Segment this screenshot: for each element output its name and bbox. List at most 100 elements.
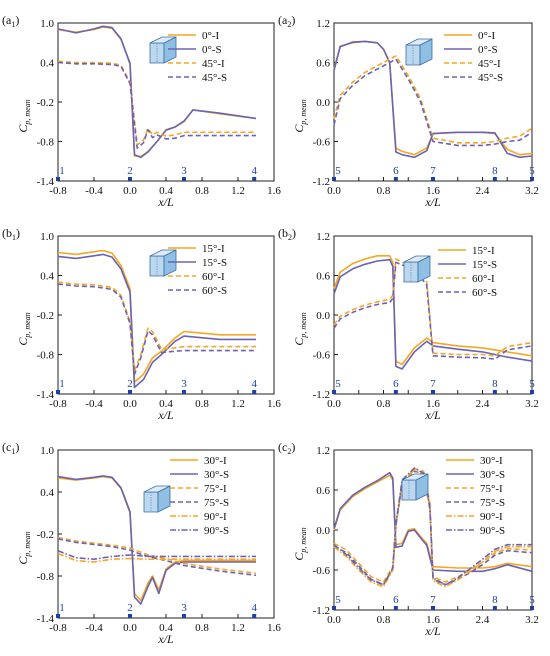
- position-marker-label: 8: [492, 165, 498, 177]
- panel-label: (c2): [278, 440, 295, 456]
- x-tick-label: 2.4: [476, 398, 490, 410]
- position-marker: [182, 177, 186, 181]
- position-marker: [530, 390, 534, 394]
- legend-label: 75°-I: [480, 483, 503, 495]
- legend-label: 90°-S: [204, 525, 229, 537]
- legend: 30°-I 30°-S 75°-I 75°-S 90°-I 90°-S: [446, 455, 505, 537]
- x-tick-label: 0.0: [327, 398, 341, 410]
- y-tick-label: -1.4: [37, 389, 55, 401]
- plot-frame: [57, 449, 275, 619]
- series-line: [57, 552, 256, 563]
- position-marker: [530, 606, 534, 610]
- x-axis-label: x/L: [424, 408, 441, 422]
- y-tick-label: 0.0: [316, 310, 330, 322]
- x-tick-label: 0.8: [377, 185, 391, 197]
- y-tick-label: 0.6: [316, 271, 330, 283]
- position-marker-label: 6: [393, 378, 399, 390]
- y-tick-label: -0.6: [313, 137, 331, 149]
- position-marker-label: 7: [430, 378, 436, 390]
- position-marker: [492, 390, 497, 394]
- y-tick-label: 0.6: [316, 58, 330, 70]
- position-marker-label: 4: [251, 378, 257, 390]
- legend: 0°-I 0°-S 45°-I 45°-S: [168, 30, 227, 84]
- legend-label: 0°-S: [202, 44, 222, 56]
- legend-label: 15°-I: [202, 243, 225, 255]
- y-tick-label: 0.0: [316, 525, 330, 537]
- y-tick-label: 0.4: [40, 271, 54, 283]
- y-tick-label: -0.6: [313, 565, 331, 577]
- x-tick-label: 1.6: [267, 398, 281, 410]
- x-tick-label: 0.0: [123, 185, 137, 197]
- series-line: [57, 253, 256, 389]
- x-tick-label: 1.2: [231, 398, 245, 410]
- legend-label: 15°-S: [202, 257, 227, 269]
- x-tick-label: -0.4: [85, 622, 103, 634]
- x-tick-label: -0.4: [85, 398, 103, 410]
- series-line: [57, 61, 256, 149]
- series-line: [333, 40, 533, 156]
- legend-label: 75°-S: [480, 497, 505, 509]
- panel-label: (a1): [2, 13, 19, 29]
- position-marker: [182, 614, 186, 618]
- y-tick-label: 0.4: [40, 487, 54, 499]
- position-marker: [431, 606, 435, 610]
- legend-label: 75°-S: [204, 497, 229, 509]
- legend-label: 75°-I: [204, 483, 227, 495]
- x-tick-label: 3.2: [525, 398, 539, 410]
- x-tick-label: 1.6: [267, 185, 281, 197]
- position-marker: [56, 390, 60, 394]
- x-tick-label: 1.6: [426, 614, 440, 626]
- legend-label: 15°-I: [472, 245, 495, 257]
- series-line: [57, 283, 256, 376]
- y-tick-label: 1.2: [316, 231, 330, 243]
- position-marker: [530, 177, 534, 181]
- chart-a1: (a1)-1.4-0.8-0.20.41.0-0.8 -0.4 0.0 0.4 0.8 1…: [2, 13, 281, 209]
- position-marker-label: 6: [393, 165, 399, 177]
- chart-b1: (b1)-1.4-0.8-0.20.41.0-0.8 -0.4 0.0 0.4 0.8 1…: [2, 226, 281, 422]
- x-tick-label: 3.2: [525, 185, 539, 197]
- x-tick-label: 0.0: [327, 614, 341, 626]
- building-icon: [405, 38, 433, 66]
- panel-label: (c1): [2, 440, 19, 456]
- series-line: [57, 538, 257, 577]
- y-tick-label: -1.4: [37, 613, 55, 625]
- legend-label: 90°-I: [480, 511, 503, 523]
- y-tick-label: -1.2: [313, 605, 330, 617]
- x-tick-label: 0.4: [159, 622, 173, 634]
- legend-label: 45°-I: [478, 58, 501, 70]
- position-marker: [56, 614, 60, 618]
- y-tick-label: 0.6: [316, 485, 330, 497]
- series-line: [57, 550, 256, 561]
- position-marker-label: 3: [181, 602, 187, 614]
- legend-label: 30°-I: [204, 455, 227, 467]
- position-marker: [431, 390, 435, 394]
- x-tick-label: 2.4: [476, 614, 490, 626]
- legend-label: 45°-S: [202, 72, 227, 84]
- x-tick-label: 0.4: [159, 398, 173, 410]
- y-axis-label: Cp, mean: [292, 99, 308, 132]
- position-marker-label: 1: [59, 165, 65, 177]
- position-marker: [128, 614, 132, 618]
- series-line: [333, 255, 533, 366]
- series-line: [333, 58, 533, 147]
- position-marker-label: 6: [393, 594, 399, 606]
- position-marker: [332, 606, 336, 610]
- y-tick-label: 1.2: [316, 18, 330, 30]
- position-marker-label: 7: [430, 594, 436, 606]
- y-tick-label: -0.2: [37, 529, 54, 541]
- series-line: [333, 261, 533, 360]
- legend-label: 45°-I: [202, 58, 225, 70]
- y-axis-label: Cp, mean: [292, 527, 308, 560]
- series-line: [333, 471, 533, 573]
- y-axis-label: Cp, mean: [292, 312, 308, 345]
- y-tick-label: 1.0: [40, 231, 54, 243]
- position-marker-label: 2: [127, 165, 133, 177]
- x-tick-label: 1.2: [231, 185, 245, 197]
- position-marker: [252, 390, 257, 394]
- position-marker-label: 1: [59, 378, 65, 390]
- position-marker-label: 3: [181, 165, 187, 177]
- y-axis-label: Cp, mean: [16, 531, 32, 564]
- y-tick-label: 1.0: [40, 445, 54, 457]
- y-tick-label: -0.2: [37, 310, 54, 322]
